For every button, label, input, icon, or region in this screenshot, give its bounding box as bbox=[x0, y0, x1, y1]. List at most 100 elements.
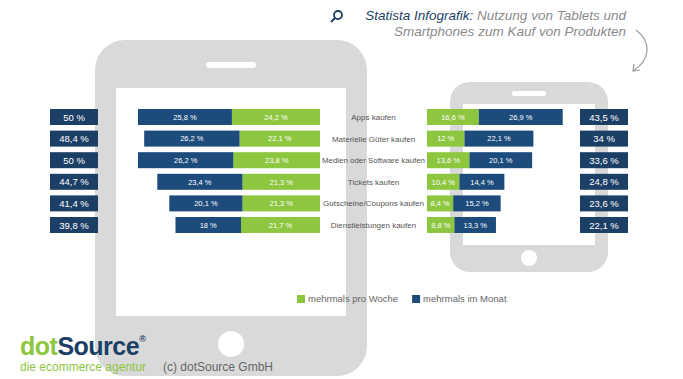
total-box bbox=[580, 174, 628, 190]
data-label: 12 % bbox=[437, 134, 454, 143]
data-label: 24,2 % bbox=[264, 113, 288, 122]
bar bbox=[232, 109, 320, 125]
data-label: 10,4 % bbox=[432, 178, 456, 187]
bar bbox=[479, 109, 563, 125]
title-part: Statista bbox=[365, 8, 411, 23]
title-part: Infografik: bbox=[410, 8, 473, 23]
bar bbox=[427, 195, 453, 211]
data-label: 21,3 % bbox=[270, 178, 294, 187]
bar bbox=[427, 217, 454, 233]
icon-lens bbox=[334, 11, 342, 19]
title: Smartphones zum Kauf von Produkten bbox=[394, 24, 626, 39]
bar bbox=[241, 217, 320, 233]
total-box bbox=[580, 131, 628, 147]
devices bbox=[95, 40, 608, 376]
totals: 43,5 % 34 % 33,6 % 24,8 % 23,6 % 22,1 % bbox=[580, 109, 628, 233]
bar bbox=[157, 174, 242, 190]
title-part: Smartphones bbox=[394, 24, 475, 39]
phone-button bbox=[521, 250, 537, 266]
icon-handle bbox=[331, 18, 335, 22]
total-box bbox=[50, 109, 98, 125]
total-box bbox=[580, 152, 628, 168]
title-part: Kauf bbox=[504, 24, 537, 39]
bar bbox=[144, 131, 239, 147]
data-label: 21,7 % bbox=[269, 221, 293, 230]
total-label: 44,7 % bbox=[59, 176, 89, 187]
total-label: 24,8 % bbox=[589, 176, 619, 187]
bar bbox=[427, 109, 479, 125]
bar bbox=[427, 174, 459, 190]
arrow bbox=[633, 30, 647, 71]
logo-tagline: die ecommerce agentur bbox=[20, 360, 146, 374]
data-label: 20,1 % bbox=[489, 156, 513, 165]
total-box bbox=[580, 109, 628, 125]
arrow-head bbox=[633, 64, 640, 71]
data-label: 26,9 % bbox=[509, 113, 533, 122]
chart-root: Statista Infografik: Nutzung von Tablets… bbox=[0, 0, 683, 379]
title-part: von bbox=[535, 24, 561, 39]
bar bbox=[427, 152, 469, 168]
total-label: 23,6 % bbox=[589, 198, 619, 209]
bar bbox=[233, 152, 320, 168]
data-label: 22,1 % bbox=[487, 134, 511, 143]
arrow-line bbox=[634, 30, 647, 70]
bar-labels: 24,2 %22,1 %23,8 %21,3 %21,3 %21,7 %25,8… bbox=[173, 113, 293, 230]
total-label: 33,6 % bbox=[589, 155, 619, 166]
title-part: Produkten bbox=[561, 24, 626, 39]
total-box bbox=[50, 217, 98, 233]
total-box bbox=[50, 131, 98, 147]
total-label: 50 % bbox=[63, 112, 85, 123]
tablet-screen bbox=[116, 88, 346, 316]
tablet-speaker bbox=[206, 62, 256, 68]
title-part: Nutzung bbox=[473, 8, 528, 23]
bar bbox=[242, 195, 320, 211]
total-label: 34 % bbox=[593, 133, 615, 144]
category-labels: Apps kaufenMaterielle Güter kaufenMedien… bbox=[322, 113, 425, 230]
data-label: 16,6 % bbox=[441, 113, 465, 122]
category-label: Gutscheine/Coupons kaufen bbox=[323, 199, 424, 208]
total-label: 50 % bbox=[63, 155, 85, 166]
total-label: 48,4 % bbox=[59, 133, 89, 144]
logo: dotSource® bbox=[20, 332, 146, 360]
title-part: zum bbox=[474, 24, 503, 39]
bar-labels: 16,6 %12 %13,6 %10,4 %8,4 %8,8 %26,9 %22… bbox=[431, 113, 533, 230]
total-label: 22,1 % bbox=[589, 220, 619, 231]
footer: dotSource®die ecommerce agentur(c) dotSo… bbox=[20, 332, 273, 374]
bar bbox=[459, 174, 504, 190]
bar bbox=[427, 131, 464, 147]
source: (c) dotSource GmbH bbox=[163, 360, 273, 374]
title-part: und bbox=[600, 8, 627, 23]
title-part: Tablets bbox=[553, 8, 600, 23]
data-label: 25,8 % bbox=[173, 113, 197, 122]
bar bbox=[469, 152, 532, 168]
legend-label: mehrmals im Monat bbox=[423, 293, 507, 304]
logo-mark: ® bbox=[139, 334, 146, 344]
data-label: 15,2 % bbox=[465, 199, 489, 208]
total-box bbox=[50, 195, 98, 211]
total-label: 39,8 % bbox=[59, 220, 89, 231]
total-box bbox=[50, 174, 98, 190]
title: Statista Infografik: Nutzung von Tablets… bbox=[365, 8, 626, 23]
data-label: 8,8 % bbox=[431, 221, 451, 230]
category-label: Dienstleistungen kaufen bbox=[331, 221, 416, 230]
legend: mehrmals pro Wochemehrmals im Monat bbox=[297, 293, 507, 304]
data-label: 26,2 % bbox=[180, 134, 204, 143]
logo-part: Source bbox=[57, 332, 139, 360]
data-label: 18 % bbox=[200, 221, 217, 230]
total-label: 43,5 % bbox=[589, 112, 619, 123]
logo-part: dot bbox=[20, 332, 59, 360]
bar bbox=[454, 217, 495, 233]
bar bbox=[175, 217, 241, 233]
legend-swatch bbox=[412, 295, 420, 303]
total-label: 41,4 % bbox=[59, 198, 89, 209]
bar bbox=[138, 152, 233, 168]
data-label: 13,6 % bbox=[437, 156, 461, 165]
category-label: Medien oder Software kaufen bbox=[322, 156, 425, 165]
data-label: 26,2 % bbox=[174, 156, 198, 165]
data-label: 23,4 % bbox=[188, 178, 212, 187]
search-icon bbox=[331, 11, 342, 22]
data-label: 22,1 % bbox=[268, 134, 292, 143]
data-label: 13,3 % bbox=[464, 221, 488, 230]
bar bbox=[464, 131, 533, 147]
bar bbox=[242, 174, 320, 190]
